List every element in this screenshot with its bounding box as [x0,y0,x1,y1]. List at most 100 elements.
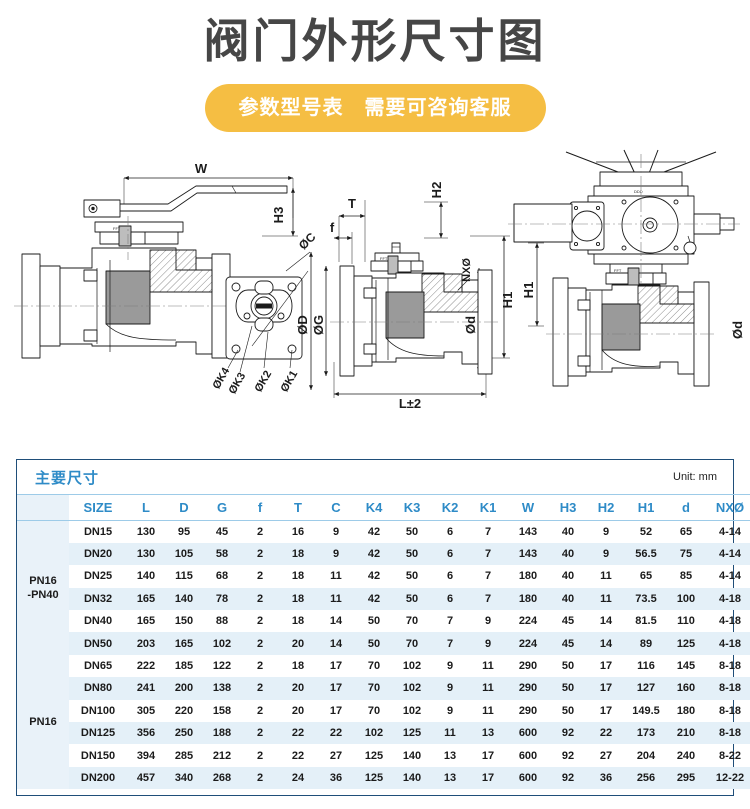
cell-f: 2 [241,677,279,700]
cell-K4: 70 [367,704,381,717]
label-NX-phi: NXØ [461,258,473,282]
cell-K1: 7 [469,587,507,611]
cell-H2: 22 [587,722,625,745]
cell-H2: 17 [599,704,613,717]
th-D: D [165,494,203,521]
cell-L: 305 [136,704,156,717]
cell-G: 88 [215,615,229,628]
consult-badge[interactable]: 参数型号表 需要可咨询客服 [204,84,546,132]
cell-C: 11 [330,570,342,583]
cell-L: 241 [127,677,165,700]
cell-D: 105 [165,542,203,566]
cell-size: DN50 [69,632,127,655]
cell-H1: 173 [625,722,667,745]
cell-T: 24 [279,766,317,790]
th-L: L [127,494,165,521]
cell-H3: 40 [561,525,575,538]
cell-H2: 27 [599,749,613,762]
cell-H3: 40 [561,570,575,583]
th-f: f [241,494,279,521]
cell-K4: 125 [355,766,393,790]
cell-H1: 116 [637,660,655,673]
table-row: DN20 130 105 58 2 18 9 42 50 6 7 143 40 9 56.5 75 4-14 [17,542,750,566]
cell-d: 160 [667,677,705,700]
cell-C: 17 [329,660,343,673]
cell-d: 240 [676,749,696,762]
cell-T: 20 [291,704,305,717]
th-K4: K4 [355,494,393,521]
cell-D: 140 [165,587,203,611]
cell-C: 9 [332,525,340,538]
cell-d: 125 [667,632,705,655]
label-phiK1: ØK1 [279,369,301,395]
cell-H2: 14 [587,632,625,655]
cell-NX: 8-18 [705,677,750,700]
page-header: 阀门外形尺寸图 参数型号表 需要可咨询客服 [0,0,750,132]
cell-NX: 8-18 [718,660,742,673]
cell-G: 188 [203,722,241,745]
cell-C: 27 [329,749,343,762]
cell-K2: 6 [431,542,469,566]
cell-H1: 149.5 [632,704,660,717]
cell-H1: 73.5 [625,587,667,611]
page-title: 阀门外形尺寸图 [203,14,547,68]
cell-T: 18 [279,587,317,611]
cell-f: 2 [256,525,264,538]
th-group [17,494,69,521]
cell-H1: 127 [625,677,667,700]
cell-D: 150 [174,615,194,628]
cell-H2: 9 [602,525,610,538]
cell-K2: 11 [431,722,469,745]
cell-L: 165 [127,587,165,611]
cell-K1: 7 [469,542,507,566]
cell-K4: 125 [364,749,384,762]
label-H1-mid: H1 [500,292,515,309]
cell-d: 110 [677,615,695,628]
cell-W: 600 [518,749,538,762]
cell-G: 102 [203,632,241,655]
cell-K3: 102 [402,704,422,717]
cell-H1: 56.5 [625,542,667,566]
cell-C: 22 [317,722,355,745]
cell-f: 2 [241,722,279,745]
cell-H1: 81.5 [635,615,657,628]
cell-H3: 50 [561,704,575,717]
dimension-table-card: 主要尺寸 Unit: mm SIZE L D G f T C K4 K3 K2 … [16,459,750,796]
cell-K2: 13 [431,766,469,790]
table-header-row: SIZE L D G f T C K4 K3 K2 K1 W H3 H2 H1 … [17,494,750,521]
cell-T: 18 [291,660,305,673]
cell-D: 340 [165,766,203,790]
cell-D: 220 [174,704,194,717]
cell-D: 200 [165,677,203,700]
label-H3: H3 [271,207,286,224]
cell-f: 2 [256,660,264,673]
cell-K2: 9 [431,677,469,700]
cell-D: 285 [174,749,194,762]
cell-K1: 17 [469,766,507,790]
cell-NX: 4-14 [705,542,750,566]
table-row: PN16 DN65 222 185 122 2 18 17 70 102 9 11 290 50 17 116… [17,654,750,790]
cell-size: DN65 [83,660,113,673]
cell-C: 36 [317,766,355,790]
cell-G: 45 [215,525,229,538]
cell-G: 212 [212,749,232,762]
cell-C: 14 [329,615,343,628]
table-caption: 主要尺寸 [35,469,100,487]
cell-size: DN100 [80,704,116,717]
cell-size: DN15 [83,525,113,538]
cell-K2: 6 [431,587,469,611]
cell-K3: 102 [402,660,422,673]
cell-T: 20 [279,632,317,655]
cell-W: 600 [507,722,549,745]
cell-H2: 14 [599,615,613,628]
cell-f: 2 [256,704,264,717]
cell-K4: 70 [355,677,393,700]
svg-text:DDD: DDD [634,189,643,194]
cell-NX: 4-14 [718,570,742,583]
cell-K4: 42 [367,570,381,583]
cell-K3: 50 [393,542,431,566]
cell-NX: 4-14 [718,525,742,538]
label-H1-right: H1 [521,282,536,299]
cell-f: 2 [241,766,279,790]
cell-K4: 70 [367,660,381,673]
